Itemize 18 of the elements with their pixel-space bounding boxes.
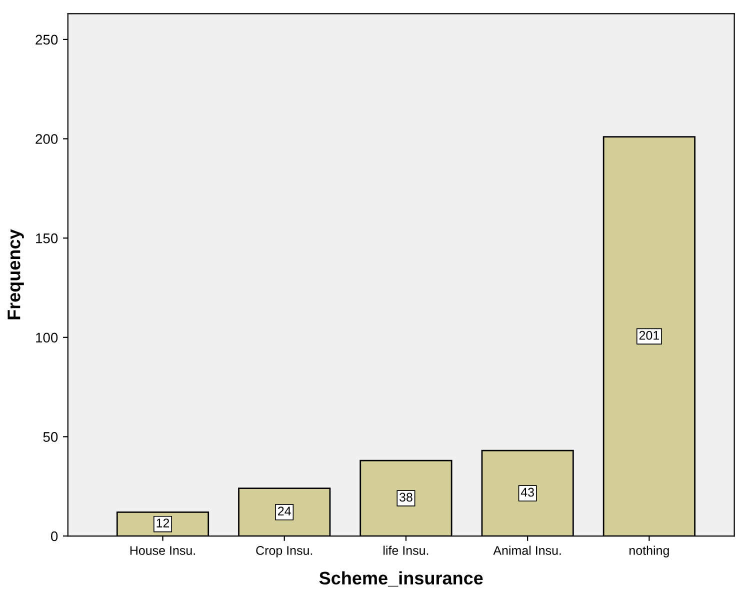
data-label: 12 [156,518,170,528]
x-axis-title: Scheme_insurance [319,571,483,587]
x-tick-label: Animal Insu. [493,546,561,555]
data-label: 201 [639,330,660,340]
data-label: 38 [399,492,412,502]
x-tick-label: life Insu. [384,546,428,555]
x-tick-label: Crop Insu. [256,546,312,558]
y-axis-title: Frequency [8,229,24,320]
y-tick-label: 250 [36,34,58,45]
x-tick-label: House Insu. [130,546,195,555]
data-label: 43 [520,488,534,497]
y-tick-label: 50 [43,432,58,442]
data-label: 24 [278,506,291,516]
y-tick-label: 100 [36,332,58,343]
x-tick-label: nothing [630,546,669,558]
y-tick-label: 150 [36,233,58,244]
y-tick-label: 0 [50,531,58,542]
y-tick-label: 200 [36,134,58,144]
